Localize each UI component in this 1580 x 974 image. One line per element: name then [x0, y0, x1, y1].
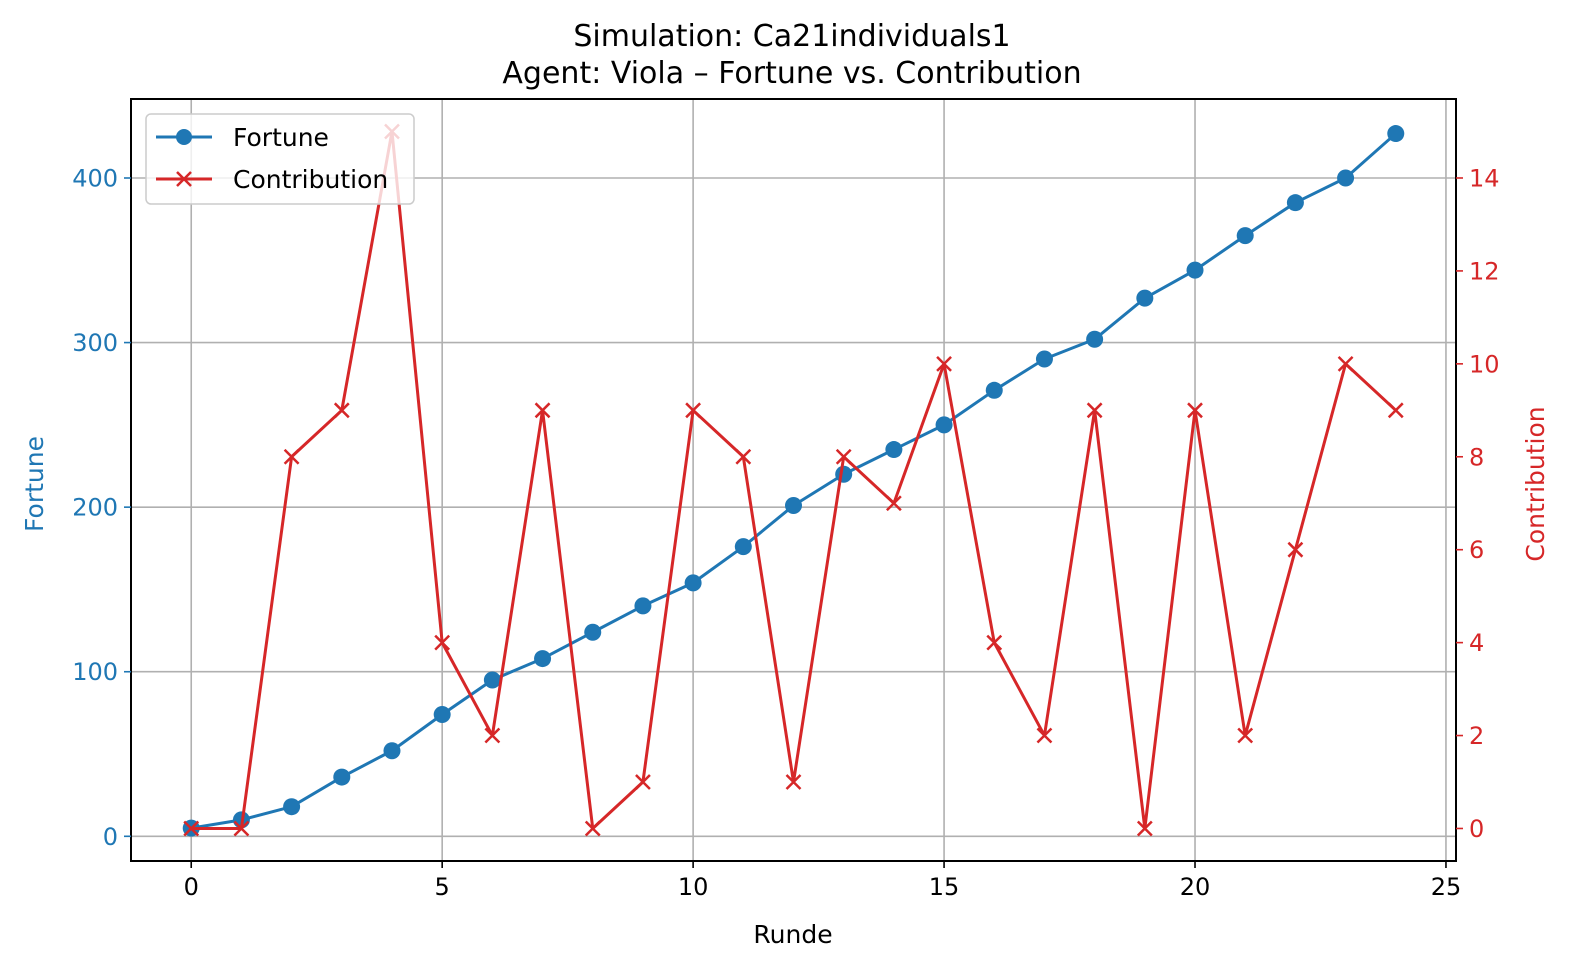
y-left-tick-label: 300 — [72, 329, 118, 357]
fortune-point — [433, 706, 451, 724]
contribution-point — [1187, 402, 1203, 419]
legend-contribution-marker — [176, 171, 192, 187]
fortune-point — [1035, 350, 1053, 368]
contribution-point — [1237, 727, 1254, 744]
y-right-tick-label: 14 — [1469, 164, 1500, 192]
x-tick-label: 25 — [1431, 873, 1462, 901]
contribution-point — [434, 634, 451, 651]
fortune-point — [1186, 261, 1204, 279]
contribution-point — [1287, 541, 1304, 558]
fortune-point — [835, 465, 853, 483]
fortune-point — [1086, 330, 1104, 348]
fortune-point — [935, 416, 953, 434]
legend-fortune-label: Fortune — [233, 123, 329, 152]
legend-box — [145, 113, 415, 205]
contribution-point — [534, 402, 551, 419]
contribution-point — [1136, 820, 1153, 837]
fortune-point — [584, 623, 602, 641]
contribution-point — [1387, 402, 1404, 419]
fortune-point — [1387, 125, 1405, 143]
y-right-tick-label: 0 — [1469, 815, 1484, 843]
fortune-point — [734, 538, 752, 556]
x-tick-label: 20 — [1180, 873, 1211, 901]
legend: Fortune Contribution — [145, 113, 415, 205]
x-tick-label: 0 — [184, 873, 199, 901]
contribution-point — [333, 402, 350, 419]
y-right-tick-label: 4 — [1469, 629, 1484, 657]
fortune-point — [383, 742, 401, 760]
contribution-point — [484, 727, 501, 744]
fortune-point — [283, 798, 301, 816]
x-axis: 0 5 10 15 20 25 — [184, 861, 1462, 901]
contribution-point — [1337, 355, 1354, 372]
y-right-tick-label: 12 — [1469, 257, 1500, 285]
y-axis-left: 0 100 200 300 400 — [72, 164, 131, 851]
fortune-point — [684, 574, 702, 592]
contribution-point — [1036, 727, 1053, 744]
fortune-point — [333, 768, 351, 786]
y-right-tick-label: 6 — [1469, 536, 1484, 564]
y-left-tick-label: 100 — [72, 658, 118, 686]
fortune-point — [1236, 227, 1254, 245]
plot-frame — [130, 98, 1457, 862]
contribution-point — [584, 820, 601, 837]
fortune-point — [785, 497, 802, 515]
chart-title: Simulation: Ca21individuals1 — [573, 19, 1010, 54]
contribution-point — [635, 774, 651, 790]
x-tick-label: 15 — [929, 873, 960, 901]
y-axis-left-label: Fortune — [20, 436, 49, 532]
y-right-tick-label: 2 — [1469, 722, 1484, 750]
contribution-point — [835, 448, 852, 465]
fortune-point — [1286, 194, 1304, 212]
contribution-point — [936, 355, 952, 372]
contribution-point — [785, 774, 802, 790]
y-left-tick-label: 0 — [103, 823, 118, 851]
fortune-point — [483, 671, 501, 689]
contribution-point — [233, 820, 250, 837]
legend-fortune-marker — [176, 129, 192, 145]
x-axis-label: Runde — [753, 920, 832, 949]
x-tick-label: 10 — [678, 873, 709, 901]
chart-subtitle: Agent: Viola – Fortune vs. Contribution — [502, 56, 1081, 91]
y-axis-right: 0 2 4 6 8 10 12 14 — [1456, 164, 1500, 843]
contribution-point — [986, 634, 1003, 651]
y-axis-right-label: Contribution — [1521, 406, 1550, 561]
fortune-point — [885, 441, 903, 459]
contribution-point — [685, 402, 702, 419]
y-left-tick-label: 400 — [72, 164, 118, 192]
y-right-tick-label: 8 — [1469, 443, 1484, 471]
contribution-point — [1086, 402, 1103, 419]
contribution-point — [735, 448, 752, 465]
contribution-point — [283, 448, 300, 465]
fortune-point — [534, 650, 552, 668]
y-left-tick-label: 200 — [72, 494, 118, 522]
fortune-point — [1337, 169, 1355, 187]
x-tick-label: 5 — [435, 873, 450, 901]
y-right-tick-label: 10 — [1469, 350, 1500, 378]
contribution-point — [183, 820, 200, 837]
legend-contribution-label: Contribution — [233, 165, 388, 194]
fortune-point — [634, 597, 652, 615]
grid — [131, 99, 1456, 861]
fortune-point — [1136, 289, 1154, 307]
contribution-point — [885, 495, 902, 512]
fortune-point — [985, 381, 1003, 399]
